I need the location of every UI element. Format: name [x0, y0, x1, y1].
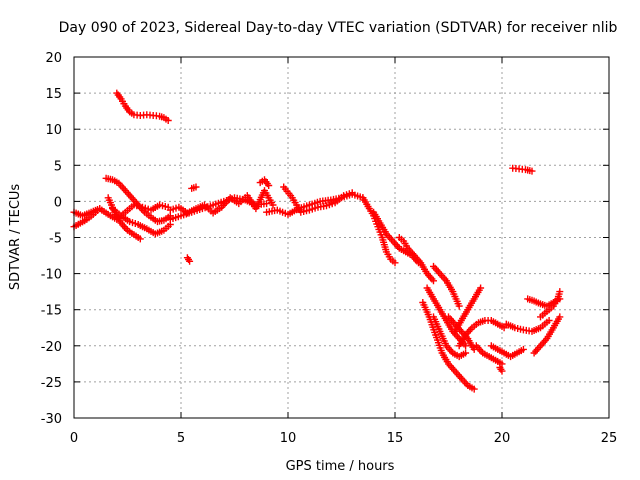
series-track-e	[109, 205, 174, 238]
series-track-h	[166, 187, 277, 217]
y-tick-labels: -30 -25 -20 -15 -10 -5 0 5 10 15 20	[41, 51, 62, 427]
series-track-w	[455, 317, 508, 350]
data-point	[470, 385, 478, 393]
series-track-z	[502, 317, 553, 335]
data-point	[556, 313, 564, 321]
data-point	[136, 235, 144, 243]
y-tick-label: 15	[45, 87, 62, 102]
series-track-l	[263, 190, 367, 218]
series-track-j	[183, 254, 194, 265]
data-point	[265, 182, 273, 189]
x-tick-label: 10	[280, 431, 297, 446]
data-point	[545, 317, 553, 324]
series-track-t	[430, 313, 470, 361]
y-tick-label: -25	[41, 376, 62, 391]
x-tick-label: 0	[70, 431, 78, 446]
y-tick-label: 20	[45, 51, 62, 66]
axis-ticks	[73, 56, 610, 419]
data-point	[462, 342, 470, 350]
data-point	[348, 189, 356, 197]
data-point	[263, 200, 271, 208]
data-point	[164, 117, 172, 124]
series-track-aa	[509, 164, 536, 175]
data-point	[477, 284, 485, 292]
data-point	[186, 257, 194, 265]
data-point	[269, 201, 277, 209]
data-point	[500, 324, 508, 332]
x-tick-labels: 0 5 10 15 20 25	[70, 431, 617, 446]
grid-lines	[74, 57, 609, 418]
x-tick-label: 25	[601, 431, 618, 446]
y-tick-label: -5	[49, 232, 62, 247]
series-track-i	[188, 183, 200, 192]
series-track-m	[280, 183, 356, 216]
data-point	[391, 259, 399, 267]
y-axis-label: SDTVAR / TECUs	[8, 184, 23, 291]
x-tick-label: 20	[494, 431, 511, 446]
series-track-n	[359, 194, 399, 267]
x-axis-label: GPS time / hours	[286, 459, 395, 474]
data-point	[455, 302, 463, 310]
series-track-y	[487, 342, 527, 361]
series-track-ee	[496, 364, 506, 375]
series-track-v	[451, 284, 485, 335]
data-point	[556, 288, 564, 296]
series-track-c	[102, 174, 174, 226]
x-tick-label: 5	[177, 431, 185, 446]
data-point	[96, 205, 104, 213]
series-track-q	[430, 262, 463, 310]
y-tick-label: 5	[54, 159, 62, 174]
data-point	[192, 183, 200, 191]
chart-title: Day 090 of 2023, Sidereal Day-to-day VTE…	[59, 20, 618, 36]
data-point	[430, 277, 437, 285]
data-point	[498, 360, 506, 368]
y-tick-label: -30	[41, 412, 62, 427]
series-track-s	[419, 299, 478, 393]
y-tick-label: -10	[41, 268, 62, 283]
series-track-dd	[537, 288, 564, 321]
y-tick-label: 0	[54, 195, 62, 210]
data-point	[519, 345, 527, 353]
y-tick-label: -20	[41, 340, 62, 355]
data-point	[528, 167, 536, 175]
series-track-x	[472, 342, 506, 368]
x-tick-label: 15	[387, 431, 404, 446]
series-track-k	[256, 176, 273, 189]
data-points	[70, 89, 564, 393]
series-track-p	[395, 234, 437, 285]
y-tick-label: -15	[41, 304, 62, 319]
series-track-f	[113, 89, 172, 124]
data-point	[462, 349, 470, 357]
series-track-cc	[530, 313, 564, 357]
y-tick-label: 10	[45, 123, 62, 138]
data-point	[498, 367, 506, 375]
series-track-b	[70, 205, 104, 231]
